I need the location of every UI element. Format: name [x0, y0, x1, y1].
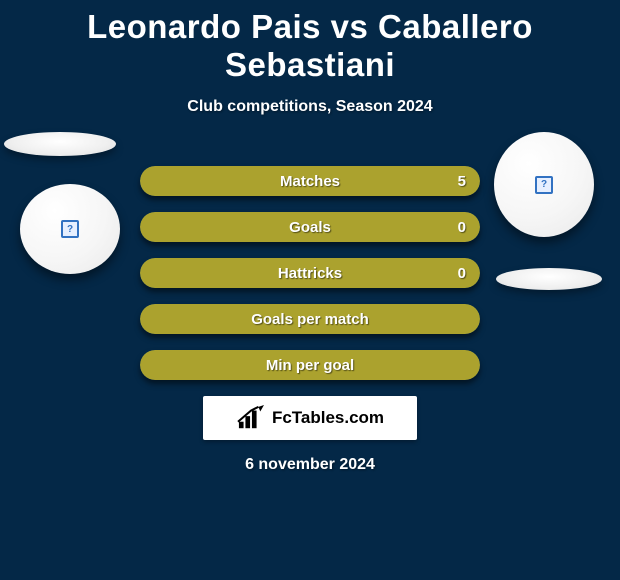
- avatar-placeholder-icon: ?: [61, 220, 79, 238]
- stat-right-value: 0: [458, 219, 466, 236]
- page-subtitle: Club competitions, Season 2024: [0, 98, 620, 116]
- bar-chart-icon: [236, 405, 266, 431]
- right-player-avatar: ?: [494, 132, 594, 237]
- stat-row: Goals per match: [140, 304, 480, 334]
- page-date: 6 november 2024: [0, 456, 620, 474]
- stat-row: Min per goal: [140, 350, 480, 380]
- stat-right-value: 5: [458, 173, 466, 190]
- stat-label: Goals per match: [251, 311, 369, 328]
- brand-text: FcTables.com: [272, 408, 384, 428]
- stat-row: Hattricks 0: [140, 258, 480, 288]
- left-player-avatar: ?: [20, 184, 120, 274]
- stat-row: Matches 5: [140, 166, 480, 196]
- brand-badge: FcTables.com: [203, 396, 417, 440]
- stat-label: Goals: [289, 219, 331, 236]
- stat-right-value: 0: [458, 265, 466, 282]
- stat-label: Matches: [280, 173, 340, 190]
- stat-label: Min per goal: [266, 357, 354, 374]
- stat-row: Goals 0: [140, 212, 480, 242]
- avatar-placeholder-icon: ?: [535, 176, 553, 194]
- left-shadow-ellipse: [4, 132, 116, 156]
- stat-label: Hattricks: [278, 265, 342, 282]
- page-title: Leonardo Pais vs Caballero Sebastiani: [0, 8, 620, 84]
